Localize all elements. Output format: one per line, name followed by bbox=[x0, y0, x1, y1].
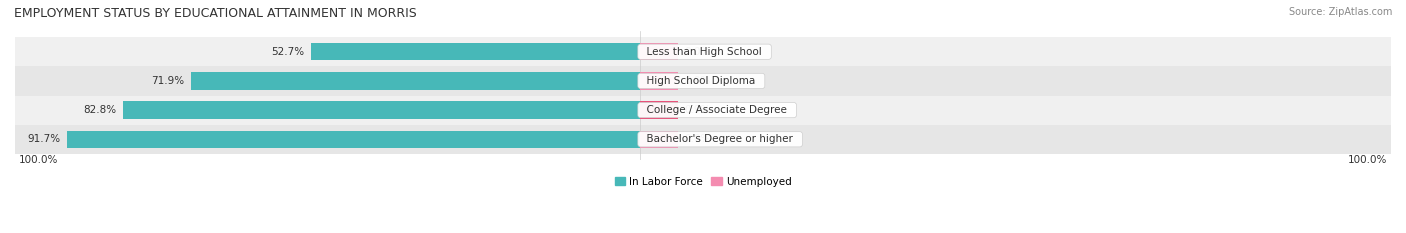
Bar bbox=[311, 43, 641, 61]
Text: High School Diploma: High School Diploma bbox=[641, 76, 762, 86]
Text: EMPLOYMENT STATUS BY EDUCATIONAL ATTAINMENT IN MORRIS: EMPLOYMENT STATUS BY EDUCATIONAL ATTAINM… bbox=[14, 7, 416, 20]
Text: 52.7%: 52.7% bbox=[271, 47, 305, 57]
Bar bbox=[641, 43, 678, 61]
Bar bbox=[15, 37, 1391, 66]
Text: Less than High School: Less than High School bbox=[641, 47, 769, 57]
Bar bbox=[641, 72, 678, 90]
Legend: In Labor Force, Unemployed: In Labor Force, Unemployed bbox=[614, 177, 792, 187]
Text: 71.9%: 71.9% bbox=[152, 76, 184, 86]
Text: 82.8%: 82.8% bbox=[83, 105, 117, 115]
Text: 0.0%: 0.0% bbox=[685, 76, 710, 86]
Text: 0.0%: 0.0% bbox=[685, 134, 710, 144]
Bar bbox=[641, 130, 678, 148]
Text: 0.0%: 0.0% bbox=[685, 47, 710, 57]
Text: 100.0%: 100.0% bbox=[1348, 155, 1388, 165]
Bar bbox=[15, 66, 1391, 96]
Bar bbox=[67, 130, 641, 148]
Bar bbox=[15, 125, 1391, 154]
Text: 91.7%: 91.7% bbox=[28, 134, 60, 144]
Bar bbox=[15, 96, 1391, 125]
Text: Source: ZipAtlas.com: Source: ZipAtlas.com bbox=[1288, 7, 1392, 17]
Bar bbox=[122, 101, 641, 119]
Text: 100.0%: 100.0% bbox=[18, 155, 58, 165]
Text: 0.9%: 0.9% bbox=[685, 105, 710, 115]
Bar bbox=[191, 72, 641, 90]
Text: Bachelor's Degree or higher: Bachelor's Degree or higher bbox=[641, 134, 800, 144]
Text: College / Associate Degree: College / Associate Degree bbox=[641, 105, 794, 115]
Bar bbox=[641, 101, 678, 119]
